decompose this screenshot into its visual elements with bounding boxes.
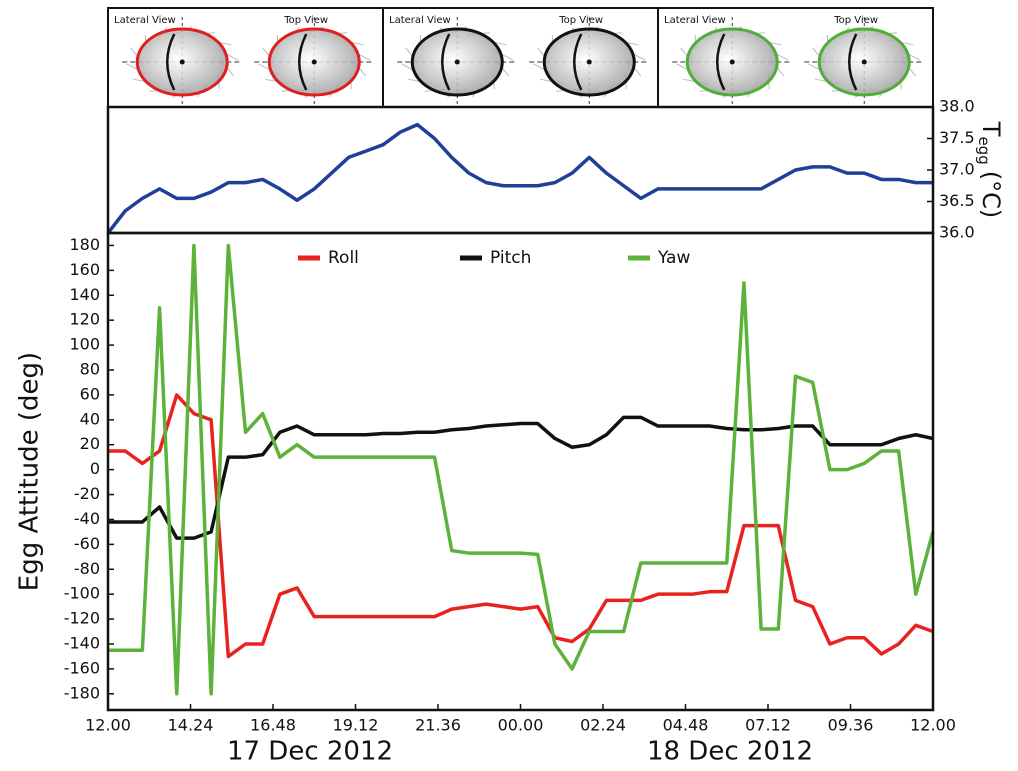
data-line: [108, 243, 935, 696]
y-tick-label: 100: [69, 335, 100, 354]
top-view-label: Top View: [833, 15, 878, 26]
y-axis-label-part: T: [977, 121, 1005, 137]
rotation-arrow: [166, 33, 176, 91]
x-tick-label: 16.48: [250, 716, 296, 735]
data-line: [106, 122, 933, 235]
y-tick-label: 160: [69, 260, 100, 279]
y-tick-label: 37.5: [939, 128, 975, 147]
egg-center: [729, 59, 735, 65]
y-tick-label: -40: [74, 509, 100, 528]
y-tick-label: 80: [80, 359, 100, 378]
y-tick-label: 120: [69, 310, 100, 329]
rotation-arrow: [573, 33, 583, 91]
y-tick-label: 40: [80, 409, 100, 428]
date-annotation: 18 Dec 2012: [647, 737, 813, 767]
legend-label: Roll: [328, 248, 359, 268]
plot-frame: [106, 105, 935, 235]
top-view-label: Top View: [283, 15, 328, 26]
y-tick-label: -100: [64, 584, 100, 603]
top-view-label: Top View: [558, 15, 603, 26]
x-tick-label: 12.00: [910, 716, 956, 735]
lateral-view-label: Lateral View: [389, 15, 451, 26]
y-tick-label: -160: [64, 658, 100, 677]
x-tick-label: 21.36: [415, 716, 461, 735]
y-tick-label: 36.0: [939, 223, 975, 242]
legend-label: Pitch: [490, 248, 531, 268]
egg-center: [586, 59, 592, 65]
rotation-arrow: [848, 33, 858, 91]
rotation-arrow: [298, 33, 308, 91]
rotation-arrow: [441, 33, 451, 91]
plot-frame: [106, 231, 935, 712]
egg-center: [311, 59, 317, 65]
y-tick-label: -60: [74, 534, 100, 553]
x-tick-label: 04.48: [663, 716, 709, 735]
y-axis-label: Egg Attitude (deg): [15, 352, 45, 591]
x-tick-label: 12.00: [85, 716, 131, 735]
x-tick-label: 00.00: [498, 716, 544, 735]
y-tick-label: 20: [80, 434, 100, 453]
date-annotation: 17 Dec 2012: [227, 737, 393, 767]
legend-label: Yaw: [657, 248, 690, 268]
y-tick-label: -20: [74, 484, 100, 503]
egg-center: [861, 59, 867, 65]
y-tick-label: 180: [69, 235, 100, 254]
data-line: [108, 393, 934, 659]
x-tick-label: 09.36: [828, 716, 874, 735]
x-tick-label: 07.12: [745, 716, 791, 735]
rotation-arrow: [716, 33, 726, 91]
x-tick-label: 14.24: [168, 716, 214, 735]
y-axis-label-part: egg: [976, 136, 994, 164]
y-tick-label: 37.0: [939, 160, 975, 179]
y-tick-label: 140: [69, 285, 100, 304]
y-tick-label: -180: [64, 683, 100, 702]
y-tick-label: 0: [90, 459, 100, 478]
egg-center: [454, 59, 460, 65]
data-line: [108, 415, 934, 540]
lateral-view-label: Lateral View: [664, 15, 726, 26]
y-axis-label-part: (°C): [977, 171, 1005, 218]
lateral-view-label: Lateral View: [114, 15, 176, 26]
y-tick-label: -120: [64, 609, 100, 628]
x-tick-label: 19.12: [333, 716, 379, 735]
y-axis-label: Tegg (°C): [976, 121, 1006, 218]
y-tick-label: 60: [80, 384, 100, 403]
y-tick-label: -140: [64, 633, 100, 652]
y-tick-label: 38.0: [939, 97, 975, 116]
x-tick-label: 02.24: [580, 716, 626, 735]
y-tick-label: -80: [74, 559, 100, 578]
y-tick-label: 36.5: [939, 191, 975, 210]
egg-center: [179, 59, 185, 65]
